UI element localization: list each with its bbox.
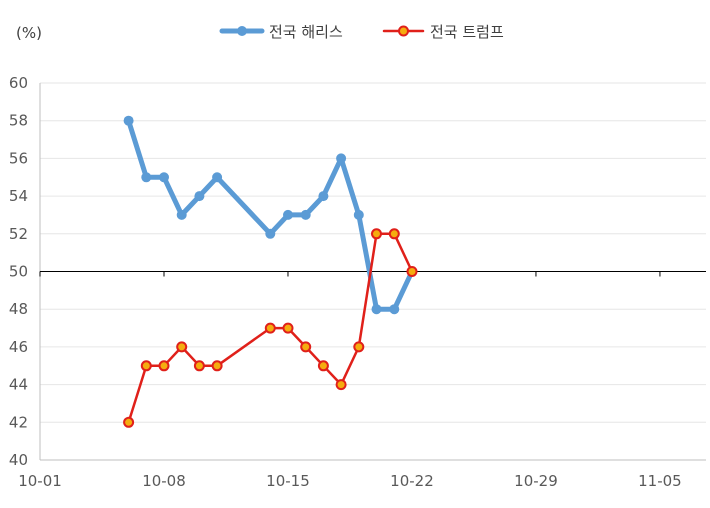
- x-tick-label: 10-15: [266, 472, 310, 490]
- y-tick-label: 46: [9, 338, 28, 356]
- y-tick-label: 56: [9, 149, 28, 167]
- data-point: [317, 360, 329, 372]
- legend-marker: [237, 26, 247, 36]
- y-tick-label: 54: [9, 187, 28, 205]
- legend-item-2: 전국 트럼프: [382, 23, 504, 41]
- series-layer: [123, 115, 418, 428]
- data-point: [264, 322, 276, 334]
- y-tick-label: 50: [9, 263, 28, 281]
- legend-item-1: 전국 해리스: [219, 23, 343, 41]
- data-point: [159, 172, 169, 183]
- x-tick-label: 11-05: [638, 472, 682, 490]
- y-tick-label: 44: [9, 376, 28, 394]
- data-point: [336, 153, 347, 164]
- data-point: [265, 228, 276, 239]
- data-point: [389, 304, 400, 315]
- x-axis-ticks: 10-01 10-08 10-15 10-22 10-29 11-05: [18, 271, 682, 490]
- y-tick-label: 52: [9, 225, 28, 243]
- data-point: [212, 172, 223, 183]
- legend-marker: [398, 25, 409, 37]
- y-axis-ticks: 40 42 44 46 48 50 52 54 56 58 60: [9, 74, 28, 469]
- data-point: [318, 191, 329, 202]
- data-point: [371, 228, 382, 240]
- legend: 전국 해리스 전국 트럼프: [219, 23, 504, 41]
- data-point: [140, 360, 152, 372]
- data-point: [300, 341, 312, 353]
- data-point: [193, 360, 205, 372]
- legend-label: 전국 해리스: [269, 23, 343, 41]
- data-point: [371, 304, 382, 315]
- x-tick-label: 10-01: [18, 472, 62, 490]
- y-tick-label: 58: [9, 112, 28, 130]
- data-point: [211, 360, 223, 372]
- data-point: [388, 228, 400, 240]
- legend-label: 전국 트럼프: [430, 23, 504, 41]
- x-tick-label: 10-08: [142, 472, 186, 490]
- y-tick-label: 40: [9, 451, 28, 469]
- data-point: [335, 379, 347, 391]
- data-point: [123, 416, 135, 428]
- data-point: [176, 341, 188, 353]
- data-point: [353, 209, 364, 220]
- data-point: [282, 322, 294, 334]
- data-point: [406, 266, 418, 277]
- data-point: [300, 209, 311, 220]
- axes: [39, 83, 706, 461]
- series-1: [123, 115, 417, 315]
- data-point: [194, 191, 205, 202]
- y-tick-label: 42: [9, 413, 28, 431]
- data-point: [176, 209, 187, 220]
- series-2: [123, 228, 418, 428]
- data-point: [283, 209, 293, 220]
- y-tick-label: 48: [9, 300, 28, 318]
- y-axis-unit-label: (%): [16, 24, 42, 42]
- data-point: [141, 172, 152, 183]
- data-point: [123, 115, 134, 126]
- x-tick-label: 10-29: [514, 472, 558, 490]
- data-point: [158, 360, 170, 372]
- y-tick-label: 60: [9, 74, 28, 92]
- x-tick-label: 10-22: [390, 472, 434, 490]
- data-point: [353, 341, 365, 353]
